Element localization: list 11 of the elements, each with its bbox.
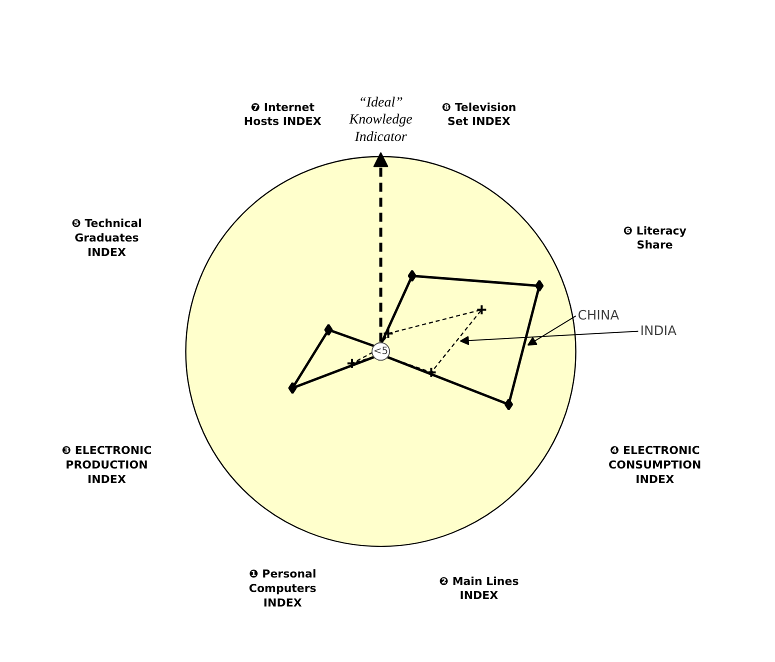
text: INDIA	[640, 324, 677, 339]
spoke-label: ❺ Technical Graduates INDEX	[72, 217, 142, 259]
spoke-label: ❹ ELECTRONIC CONSUMPTION INDEX	[608, 444, 702, 486]
spoke-label: ❶ Personal Computers INDEX	[248, 568, 317, 610]
spoke-label: ❸ ELECTRONIC PRODUCTION INDEX	[62, 444, 152, 486]
spoke-label: ❷ Main Lines INDEX	[439, 574, 520, 602]
text: CHINA	[578, 308, 620, 324]
spoke-label: ❼ Internet Hosts INDEX	[244, 100, 322, 128]
spoke-label: ❻ Literacy Share	[623, 224, 686, 252]
text: “Ideal” Knowledge Indicator	[348, 95, 412, 145]
spoke-label: ❽ Television Set INDEX	[442, 100, 516, 128]
